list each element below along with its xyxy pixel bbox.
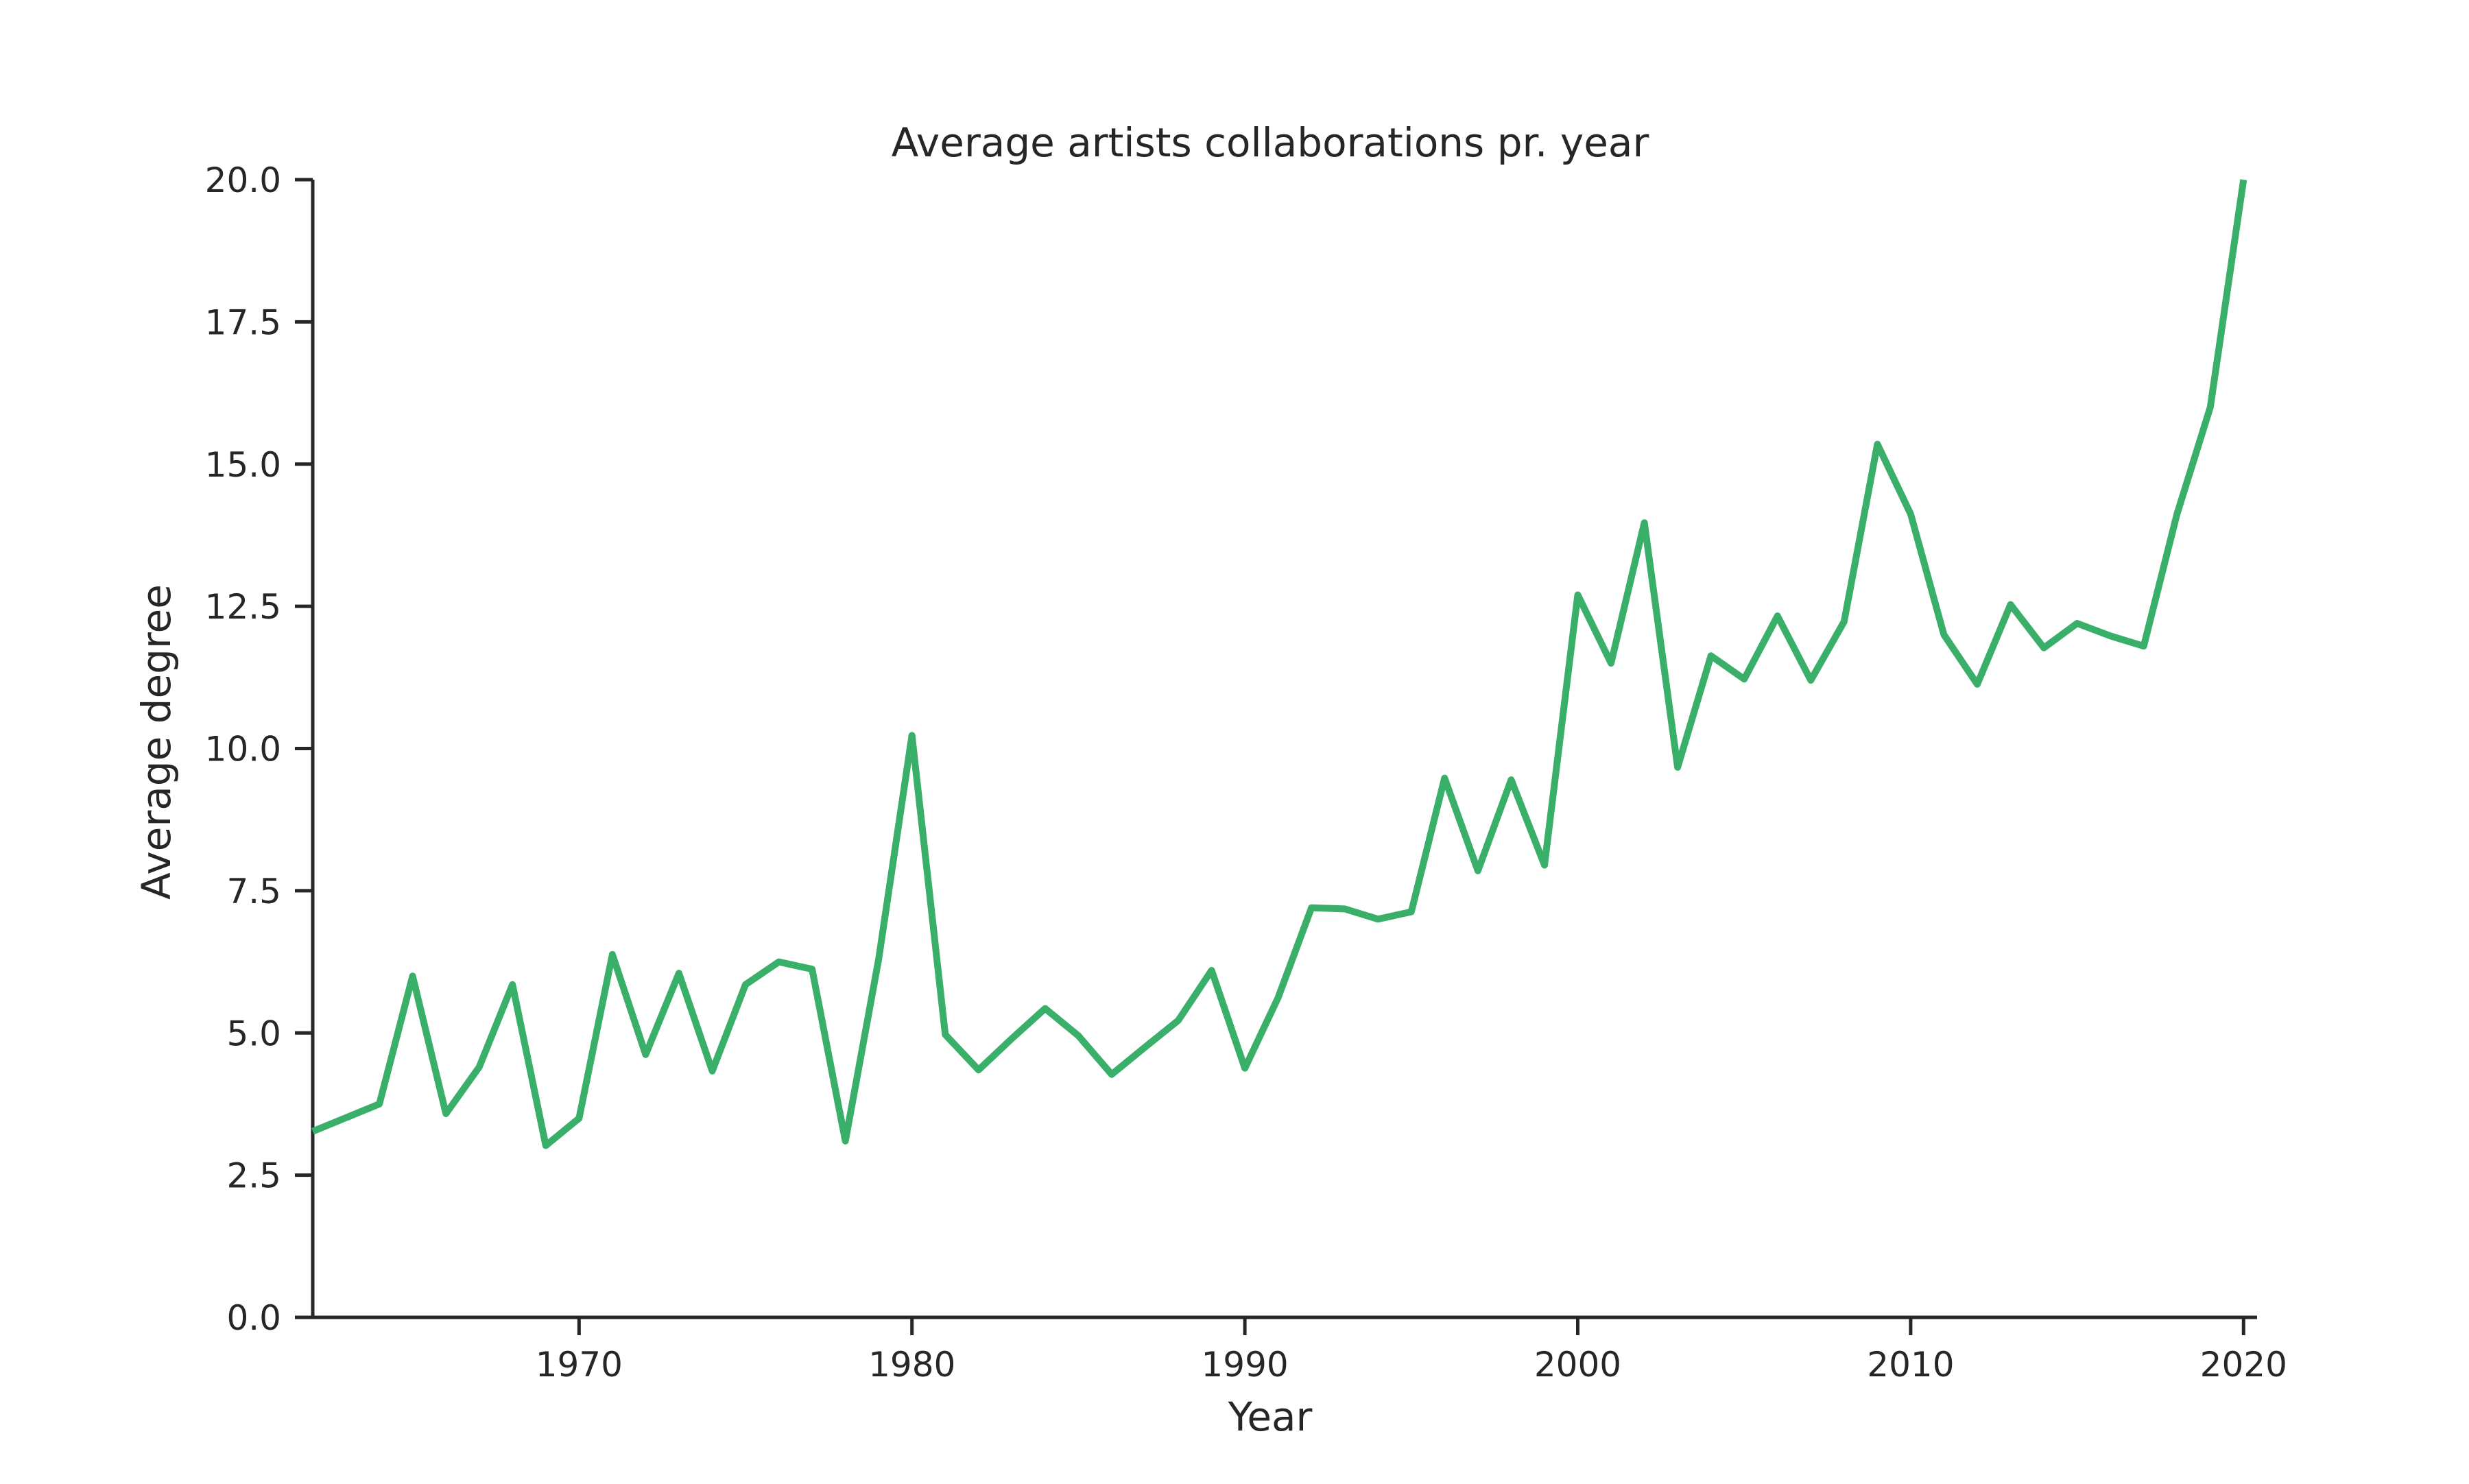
series-line (311, 179, 2247, 1149)
y-tick-label: 0.0 (226, 1298, 281, 1338)
y-axis: 0.0 2.5 5.0 7.5 10.0 12.5 15.0 17.5 20.0 (205, 160, 315, 1338)
chart-title: Average artists collaborations pr. year (892, 119, 1649, 166)
y-tick-label: 7.5 (226, 872, 281, 911)
x-tick-label: 1970 (536, 1345, 623, 1385)
x-tick-label: 2010 (1867, 1345, 1954, 1385)
x-tick-label: 2000 (1534, 1345, 1621, 1385)
x-axis-label: Year (1228, 1393, 1313, 1440)
y-tick-label: 10.0 (205, 730, 281, 769)
x-tick-label: 1980 (868, 1345, 955, 1385)
y-axis-label: Average degree (133, 584, 180, 900)
x-tick-label: 2020 (2200, 1345, 2287, 1385)
y-tick-label: 5.0 (226, 1014, 281, 1053)
plot-area (311, 179, 2247, 1149)
y-tick-label: 2.5 (226, 1156, 281, 1196)
y-tick-label: 15.0 (205, 445, 281, 485)
x-tick-label: 1990 (1201, 1345, 1288, 1385)
y-tick-label: 17.5 (205, 302, 281, 342)
y-tick-label: 12.5 (205, 587, 281, 627)
x-axis: 1970 1980 1990 2000 2010 2020 (311, 1315, 2287, 1385)
y-tick-label: 20.0 (205, 160, 281, 200)
